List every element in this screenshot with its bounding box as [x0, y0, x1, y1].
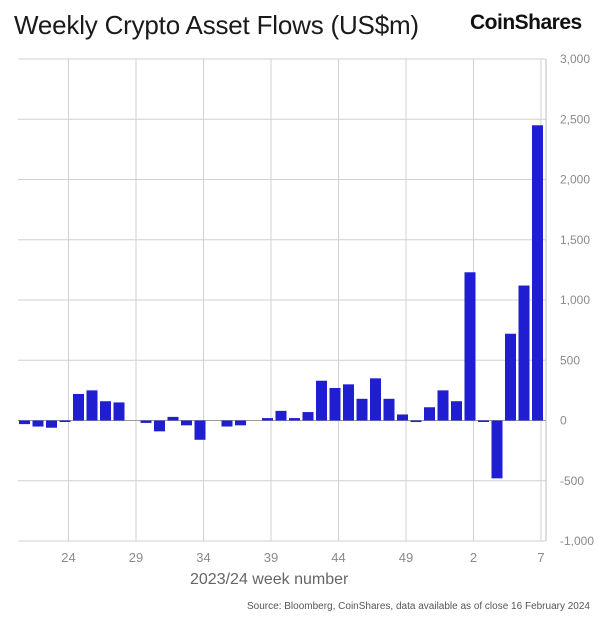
bar	[46, 420, 57, 428]
x-tick-label: 7	[537, 550, 544, 565]
bar	[181, 420, 192, 426]
y-tick-label: -500	[560, 474, 584, 488]
y-tick-label: 2,000	[560, 173, 590, 187]
bar	[100, 401, 111, 421]
y-axis-tick-labels: 3,000 2,500 2,000 1,500 1,000 500 0 -500 -1,000	[560, 52, 594, 548]
bar	[491, 420, 503, 479]
bar	[140, 420, 152, 423]
bar	[532, 125, 543, 421]
y-tick-label: 500	[560, 353, 580, 367]
bar	[275, 410, 287, 421]
bar	[383, 398, 395, 421]
x-tick-label: 44	[331, 550, 345, 565]
y-tick-label: -1,000	[560, 534, 594, 548]
x-tick-label: 29	[129, 550, 143, 565]
bar	[316, 380, 327, 421]
bar	[370, 378, 381, 421]
x-axis-tick-labels: 24 29 34 39 44 49 2 7	[61, 550, 544, 565]
y-tick-label: 2,500	[560, 112, 590, 126]
bar	[464, 272, 476, 421]
x-tick-label: 2	[470, 550, 477, 565]
bar	[397, 414, 408, 421]
bar	[73, 393, 84, 421]
bar	[221, 420, 233, 427]
bar	[59, 420, 71, 422]
x-tick-label: 39	[264, 550, 278, 565]
bar	[235, 420, 246, 426]
x-tick-label: 24	[61, 550, 75, 565]
bar	[410, 420, 422, 422]
bar	[32, 420, 44, 427]
bar	[113, 402, 125, 421]
logo-text: CoinShares	[470, 11, 582, 34]
bar	[424, 407, 435, 421]
coinshares-logo: CoinShares	[470, 11, 582, 35]
x-axis-label: 2023/24 week number	[190, 571, 349, 588]
bar	[302, 412, 314, 421]
bar	[194, 420, 206, 440]
bar	[478, 420, 489, 422]
y-tick-label: 1,000	[560, 293, 590, 307]
bar	[505, 333, 516, 421]
source-note: Source: Bloomberg, CoinShares, data avai…	[247, 601, 590, 612]
x-tick-label: 34	[196, 550, 210, 565]
bar	[329, 387, 341, 421]
bars-layer	[19, 125, 543, 479]
bar	[289, 418, 300, 421]
bar	[451, 401, 462, 421]
x-tick-label: 49	[399, 550, 413, 565]
bar	[437, 390, 449, 421]
bar	[154, 420, 165, 432]
bar	[518, 285, 530, 421]
bar	[19, 420, 30, 425]
bar	[262, 418, 273, 421]
bar	[343, 384, 354, 421]
y-tick-label: 1,500	[560, 233, 590, 247]
bar	[356, 398, 368, 421]
bar	[86, 390, 98, 421]
y-tick-label: 0	[560, 414, 567, 428]
y-tick-label: 3,000	[560, 52, 590, 66]
bar	[167, 416, 179, 421]
chart-title: Weekly Crypto Asset Flows (US$m)	[14, 10, 419, 40]
